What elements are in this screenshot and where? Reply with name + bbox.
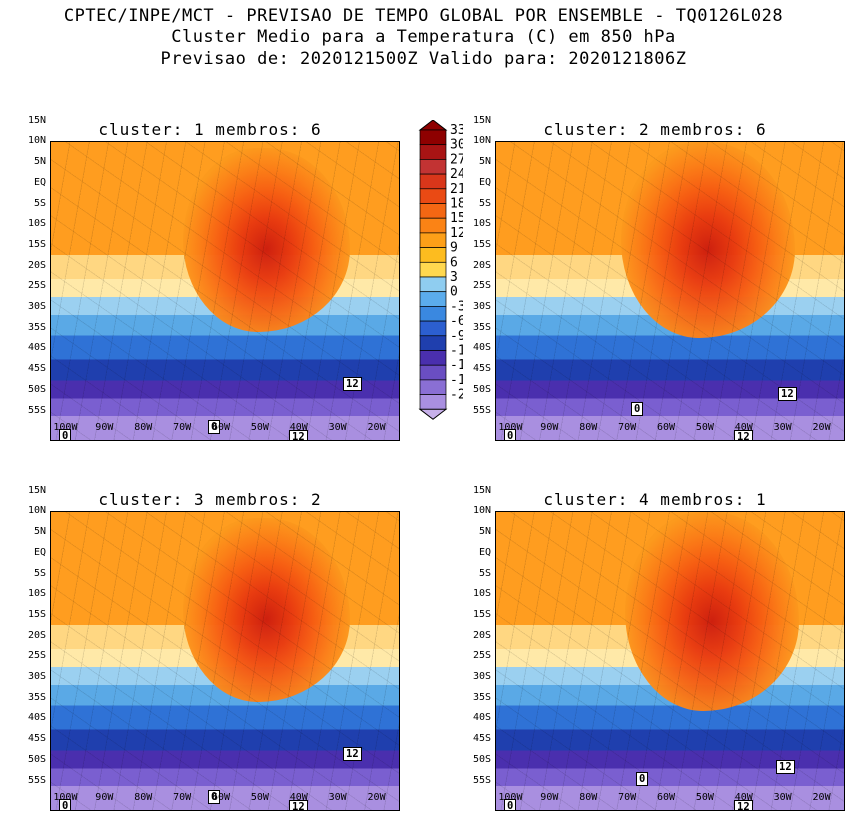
cb-tick-16: -15 — [450, 358, 463, 373]
xaxis-labels-3: 100W 90W 80W 70W 60W 50W 40W 30W 20W — [50, 790, 400, 803]
cb-tick-4: 21 — [450, 182, 463, 197]
cb-tick-2: 27 — [450, 152, 463, 167]
xaxis-labels-2: 100W 90W 80W 70W 60W 50W 40W 30W 20W — [495, 420, 845, 433]
header: CPTEC/INPE/MCT - PREVISAO DE TEMPO GLOBA… — [0, 0, 847, 70]
panel-cluster-4: cluster: 4 membros: 1 15N 10N 5N EQ 5S 1… — [455, 490, 847, 830]
cb-tick-10: 3 — [450, 270, 458, 285]
cb-tick-17: -18 — [450, 373, 463, 388]
contour-label-4b: 12 — [776, 760, 795, 775]
xaxis-labels-4: 100W 90W 80W 70W 60W 50W 40W 30W 20W — [495, 790, 845, 803]
panel-cluster-1: cluster: 1 membros: 6 15N 10N 5N EQ 5S 1… — [10, 120, 410, 460]
cb-tick-15: -12 — [450, 343, 463, 358]
panel-title-4: cluster: 4 membros: 1 — [455, 490, 847, 509]
colorbar-bottom-arrow — [420, 409, 446, 419]
cb-tick-11: 0 — [450, 284, 458, 299]
cb-tick-0: 33 — [450, 123, 463, 138]
contour-label-1b: 12 — [343, 377, 362, 392]
contour-label-3b: 12 — [343, 747, 362, 762]
yaxis-labels-1: 15N 10N 5N EQ 5S 10S 15S 20S 25S 30S 35S… — [10, 120, 48, 420]
cb-tick-13: -6 — [450, 314, 463, 329]
colorbar-top-arrow — [420, 120, 446, 130]
map-cluster-4: 0 12 0 12 — [495, 511, 845, 811]
cb-tick-12: -3 — [450, 299, 463, 314]
map-cluster-2: 0 12 0 12 — [495, 141, 845, 441]
panel-title-3: cluster: 3 membros: 2 — [10, 490, 410, 509]
header-line3: Previsao de: 2020121500Z Valido para: 20… — [0, 49, 847, 70]
cb-tick-5: 18 — [450, 196, 463, 211]
colorbar: 33 30 27 24 21 18 15 12 9 6 3 0 -3 -6 -9… — [403, 120, 463, 420]
panels-grid: cluster: 1 membros: 6 15N 10N 5N EQ 5S 1… — [0, 70, 847, 790]
cb-tick-3: 24 — [450, 167, 463, 182]
xaxis-labels-1: 100W 90W 80W 70W 60W 50W 40W 30W 20W — [50, 420, 400, 433]
header-line2: Cluster Medio para a Temperatura (C) em … — [0, 27, 847, 48]
cb-tick-8: 9 — [450, 240, 458, 255]
contour-label-4a: 0 — [636, 772, 648, 787]
yaxis-labels-4: 15N 10N 5N EQ 5S 10S 15S 20S 25S 30S 35S… — [455, 490, 493, 790]
cb-tick-7: 12 — [450, 226, 463, 241]
cb-tick-14: -9 — [450, 329, 463, 344]
panel-cluster-2: cluster: 2 membros: 6 15N 10N 5N EQ 5S 1… — [455, 120, 847, 460]
contour-label-2a: 0 — [631, 402, 643, 417]
colorbar-svg: 33 30 27 24 21 18 15 12 9 6 3 0 -3 -6 -9… — [403, 120, 463, 420]
cb-tick-6: 15 — [450, 211, 463, 226]
panel-title-1: cluster: 1 membros: 6 — [10, 120, 410, 139]
yaxis-labels-3: 15N 10N 5N EQ 5S 10S 15S 20S 25S 30S 35S… — [10, 490, 48, 790]
panel-title-2: cluster: 2 membros: 6 — [455, 120, 847, 139]
country-borders-1 — [51, 142, 399, 440]
cb-tick-9: 6 — [450, 255, 458, 270]
country-borders-3 — [51, 512, 399, 810]
map-cluster-1: 0 12 0 12 — [50, 141, 400, 441]
cb-tick-1: 30 — [450, 137, 463, 152]
contour-label-2b: 12 — [778, 387, 797, 402]
map-cluster-3: 0 12 0 12 — [50, 511, 400, 811]
header-line1: CPTEC/INPE/MCT - PREVISAO DE TEMPO GLOBA… — [0, 6, 847, 27]
cb-tick-18: -21 — [450, 387, 463, 402]
panel-cluster-3: cluster: 3 membros: 2 15N 10N 5N EQ 5S 1… — [10, 490, 410, 830]
